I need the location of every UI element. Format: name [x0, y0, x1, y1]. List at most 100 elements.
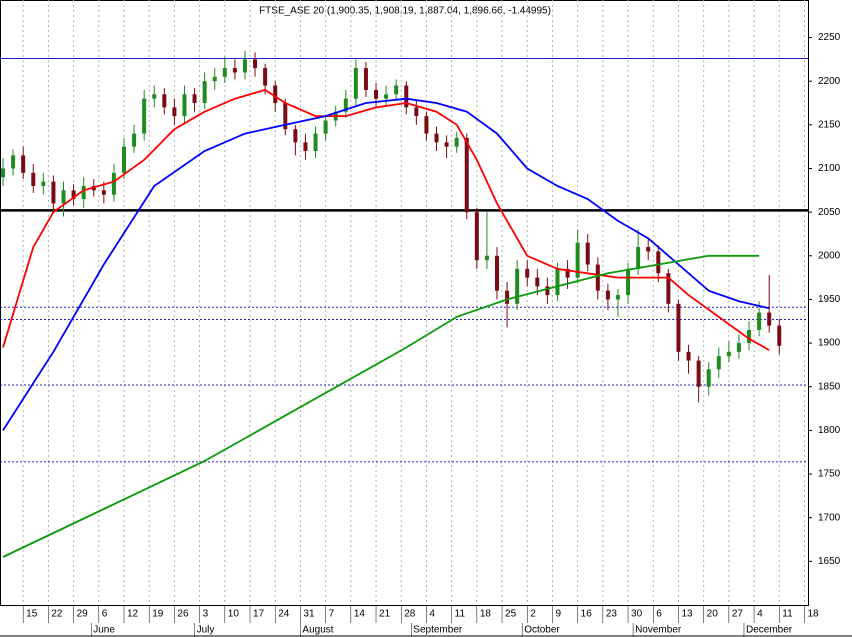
candle-body — [696, 360, 701, 387]
candle-body — [111, 172, 116, 195]
candle-body — [444, 142, 449, 147]
candle-body — [494, 255, 499, 291]
candle-body — [363, 68, 368, 90]
x-tick-label: 3 — [203, 609, 209, 620]
month-label: August — [302, 625, 333, 636]
candle-body — [132, 133, 137, 147]
candle-body — [222, 68, 227, 77]
x-tick-label: 16 — [581, 609, 593, 620]
candle-body — [121, 146, 126, 173]
candle-body — [353, 68, 358, 99]
month-label: July — [197, 625, 215, 636]
month-label: October — [524, 625, 560, 636]
average-line — [2, 97, 770, 431]
candle-body — [595, 264, 600, 291]
candle-body — [636, 247, 641, 269]
y-tick-label: 2150 — [818, 119, 841, 130]
candle-body — [716, 356, 721, 370]
x-tick-label: 30 — [631, 609, 643, 620]
candle-body — [474, 212, 479, 261]
candle-body — [585, 242, 590, 265]
candle-body — [384, 94, 389, 99]
candle-body — [736, 343, 741, 352]
candle-body — [777, 325, 782, 346]
month-label: June — [93, 625, 115, 636]
y-tick-label: 2000 — [818, 250, 841, 261]
y-tick-label: 1700 — [818, 512, 841, 523]
y-tick-label: 2250 — [818, 32, 841, 43]
plot-frame — [0, 0, 809, 606]
candle-body — [313, 133, 318, 152]
x-tick-label: 24 — [278, 609, 290, 620]
candle-body — [535, 277, 540, 287]
candle-body — [283, 103, 288, 130]
candle-body — [666, 273, 671, 304]
x-tick-label: 10 — [228, 609, 240, 620]
candle-body — [202, 81, 207, 104]
candle-body — [81, 185, 86, 200]
candle-body — [11, 155, 16, 169]
y-tick-label: 1850 — [818, 381, 841, 392]
candle-body — [142, 98, 147, 134]
x-tick-label: 28 — [404, 609, 416, 620]
x-tick-label: 11 — [782, 609, 793, 620]
candle-body — [242, 59, 247, 73]
candle-body — [152, 94, 157, 99]
x-tick-label: 14 — [354, 609, 366, 620]
candle-body — [464, 137, 469, 213]
candle-body — [414, 107, 419, 117]
x-tick-label: 15 — [26, 609, 38, 620]
candle-body — [253, 59, 258, 69]
y-tick-label: 1750 — [818, 469, 841, 480]
y-tick-label: 2100 — [818, 163, 841, 174]
x-tick-label: 19 — [152, 609, 164, 620]
candle-body — [565, 268, 570, 278]
candle-body — [605, 290, 610, 300]
x-tick-label: 11 — [455, 609, 466, 620]
x-tick-label: 18 — [480, 609, 492, 620]
average-line — [2, 88, 770, 351]
candle-body — [232, 68, 237, 73]
candle-body — [51, 181, 56, 204]
candle-body — [192, 94, 197, 104]
candle-body — [484, 255, 489, 261]
candle-body — [555, 268, 560, 296]
candle-body — [172, 107, 177, 117]
candle-body — [575, 242, 580, 278]
candle-body — [162, 94, 167, 108]
candle-body — [293, 129, 298, 143]
candle-body — [434, 133, 439, 143]
y-tick-label: 1800 — [818, 425, 841, 436]
month-label: November — [635, 625, 682, 636]
y-tick-label: 1900 — [818, 338, 841, 349]
x-tick-label: 13 — [681, 609, 693, 620]
candle-body — [71, 190, 76, 200]
candle-body — [394, 85, 399, 95]
x-tick-label: 29 — [77, 609, 89, 620]
candle-body — [404, 85, 409, 108]
average-line — [2, 254, 760, 558]
candle-body — [303, 142, 308, 152]
y-tick-label: 2050 — [818, 207, 841, 218]
x-tick-label: 27 — [732, 609, 744, 620]
candle-body — [676, 303, 681, 352]
candle-body — [343, 98, 348, 112]
candle-body — [505, 290, 510, 304]
month-label: September — [413, 625, 463, 636]
candle-body — [747, 330, 752, 344]
candle-body — [21, 155, 26, 173]
x-tick-label: 21 — [379, 609, 391, 620]
x-tick-label: 4 — [757, 609, 763, 620]
candle-body — [101, 190, 106, 195]
candle-body — [615, 295, 620, 300]
candle-body — [656, 251, 661, 274]
candle-body — [706, 369, 711, 387]
candle-body — [374, 89, 379, 99]
candle-body — [212, 76, 217, 82]
candle-body — [273, 85, 278, 104]
x-tick-label: 4 — [429, 609, 435, 620]
x-tick-label: 6 — [102, 609, 108, 620]
month-label: December — [746, 625, 793, 636]
candle-body — [41, 181, 46, 186]
candle-body — [31, 172, 36, 186]
